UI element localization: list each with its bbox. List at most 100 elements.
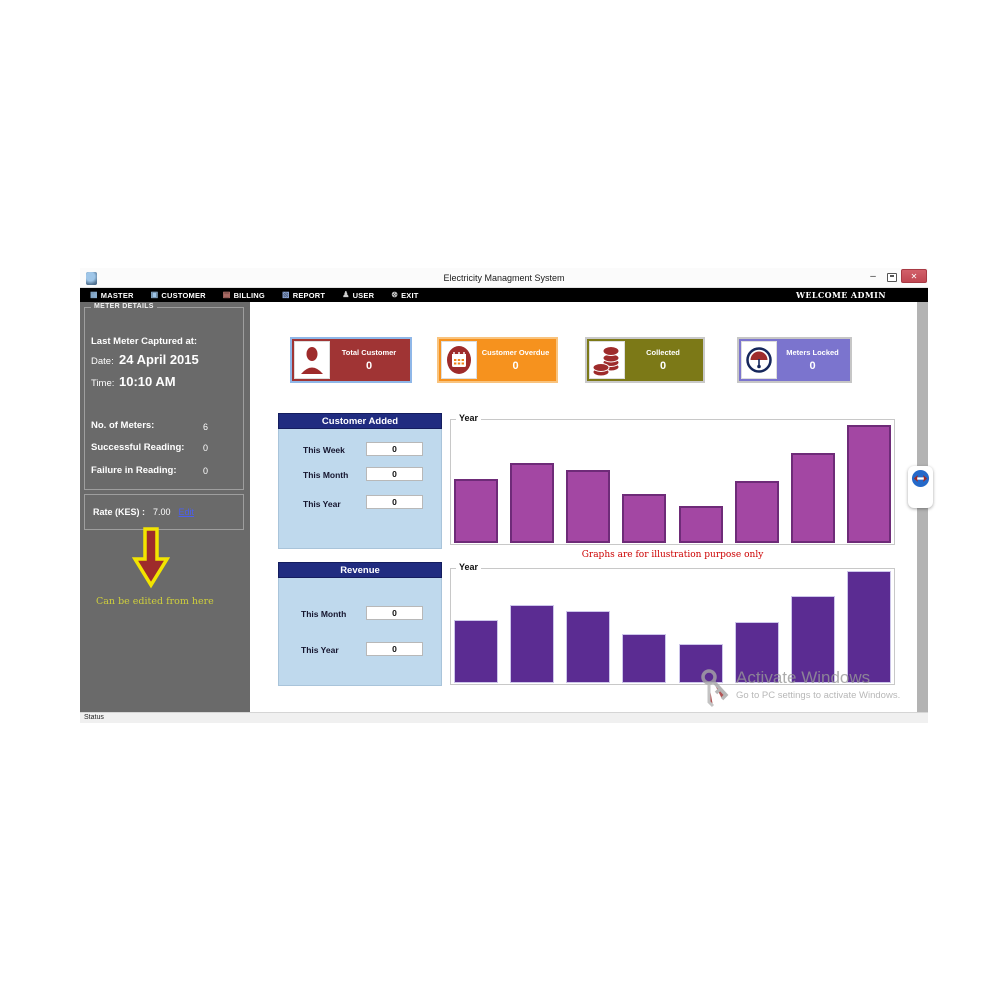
date-label: Date:: [91, 356, 114, 367]
this-year-value[interactable]: 0: [366, 495, 423, 509]
user-icon: ♟: [342, 290, 350, 299]
card-title: Meters Locked: [786, 348, 839, 357]
menu-report[interactable]: ▧ REPORT: [282, 291, 325, 300]
menu-user[interactable]: ♟ USER: [342, 291, 374, 300]
billing-icon: ▤: [222, 290, 231, 299]
rate-groupbox: Rate (KES) : 7.00 Edit: [84, 494, 244, 530]
report-icon: ▧: [281, 290, 290, 299]
bar: [846, 425, 891, 543]
menu-exit-label: EXIT: [401, 290, 419, 300]
person-icon: svg path, svg ellipse { fill:#9e2b2b; }: [294, 341, 330, 379]
card-customer-overdue: Customer Overdue 0: [437, 337, 558, 383]
menu-master[interactable]: ▦ MASTER: [90, 291, 134, 300]
watermark-line2: Go to PC settings to activate Windows.: [736, 690, 901, 701]
this-week-value[interactable]: 0: [366, 442, 423, 456]
last-meter-label: Last Meter Captured at:: [91, 336, 198, 347]
status-text: Status: [84, 714, 104, 721]
rev-this-year-value[interactable]: 0: [366, 642, 423, 656]
status-bar: Status: [80, 712, 928, 723]
card-collected: Collected 0: [585, 337, 705, 383]
time-label: Time:: [91, 378, 115, 389]
window-title: Electricity Managment System: [443, 273, 565, 283]
exit-icon: ⊗: [391, 290, 399, 299]
calendar-icon: [441, 341, 477, 379]
revenue-panel: Revenue This Month 0 This Year 0: [278, 562, 442, 686]
successful-reading-value: 0: [203, 443, 209, 453]
revenue-body: This Month 0 This Year 0: [278, 578, 442, 686]
meter-details-title: METER DETAILS: [91, 303, 157, 310]
bar: [510, 605, 555, 683]
card-title: Total Customer: [341, 348, 397, 357]
meters-count-value: 6: [203, 422, 209, 432]
bar: [454, 620, 498, 683]
failure-reading-label: Failure in Reading:: [91, 465, 177, 476]
bar: [734, 481, 779, 543]
meter-details-groupbox: METER DETAILS Last Meter Captured at: Da…: [84, 303, 244, 490]
maximize-button[interactable]: [887, 273, 897, 282]
customer-added-header: Customer Added: [278, 413, 442, 429]
welcome-admin-text: WELCOME ADMIN: [795, 290, 886, 300]
menu-master-label: MASTER: [100, 290, 134, 300]
illustration-note: Graphs are for illustration purpose only: [581, 550, 764, 560]
bar: [734, 622, 779, 683]
meters-count-label: No. of Meters:: [91, 420, 155, 431]
rev-this-month-value[interactable]: 0: [366, 606, 423, 620]
menu-customer[interactable]: ▣ CUSTOMER: [151, 291, 206, 300]
bar: [678, 506, 723, 543]
customer-added-year-chart: Year: [450, 413, 895, 545]
close-button[interactable]: ✕: [901, 269, 927, 283]
this-week-label: This Week: [303, 445, 345, 455]
bar: [678, 644, 723, 683]
teamviewer-side-tab[interactable]: [908, 466, 933, 508]
down-arrow-icon: [132, 527, 170, 589]
this-year-label: This Year: [303, 499, 341, 509]
bar-chart-customer-added: [451, 420, 894, 543]
master-icon: ▦: [90, 290, 98, 299]
bar-chart-revenue: [451, 569, 894, 683]
bar: [454, 479, 498, 543]
menu-bar: ▦ MASTER ▣ CUSTOMER ▤ BILLING ▧ REPORT ♟…: [80, 288, 928, 302]
key-icon: [701, 669, 729, 708]
menu-billing-label: BILLING: [233, 290, 265, 300]
menu-billing[interactable]: ▤ BILLING: [223, 291, 265, 300]
bar: [846, 571, 891, 683]
menu-report-label: REPORT: [292, 290, 326, 300]
card-title: Collected: [646, 348, 680, 357]
card-value: 0: [512, 360, 519, 372]
menu-customer-label: CUSTOMER: [161, 290, 206, 300]
customer-icon: ▣: [150, 290, 159, 299]
date-value: 24 April 2015: [119, 352, 199, 367]
bar: [790, 596, 835, 683]
edit-hint-annotation: Can be edited from here: [96, 596, 214, 607]
activate-windows-watermark: Activate Windows Go to PC settings to ac…: [700, 668, 930, 708]
bar: [790, 453, 835, 543]
failure-reading-value: 0: [203, 466, 209, 476]
menu-user-label: USER: [352, 290, 375, 300]
rev-this-month-label: This Month: [301, 609, 347, 619]
rate-value: 7.00: [153, 507, 171, 517]
rate-edit-link[interactable]: Edit: [178, 507, 195, 517]
bar: [510, 463, 555, 543]
card-title: Customer Overdue: [481, 348, 550, 357]
customer-added-panel: Customer Added This Week 0 This Month 0 …: [278, 413, 442, 549]
this-month-value[interactable]: 0: [366, 467, 423, 481]
coins-icon: [589, 341, 625, 379]
watermark-line1: Activate Windows: [736, 668, 871, 687]
time-value: 10:10 AM: [119, 374, 176, 389]
titlebar: Electricity Managment System: [80, 268, 928, 288]
customer-added-body: This Week 0 This Month 0 This Year 0: [278, 429, 442, 549]
chart-year-label: Year: [456, 413, 482, 423]
bar: [566, 611, 611, 683]
card-value: 0: [365, 360, 373, 372]
card-value: 0: [809, 360, 816, 372]
meter-gauge-icon: [741, 341, 777, 379]
revenue-year-chart: Year: [450, 562, 895, 685]
card-meters-locked: Meters Locked 0: [737, 337, 852, 383]
teamviewer-icon: [911, 469, 930, 488]
rev-this-year-label: This Year: [301, 645, 339, 655]
menu-exit[interactable]: ⊗ EXIT: [391, 291, 418, 300]
rate-label: Rate (KES) :: [93, 507, 146, 517]
minimize-button[interactable]: –: [870, 271, 876, 282]
app-icon: [86, 272, 97, 285]
card-total-customer: svg path, svg ellipse { fill:#9e2b2b; } …: [290, 337, 412, 383]
